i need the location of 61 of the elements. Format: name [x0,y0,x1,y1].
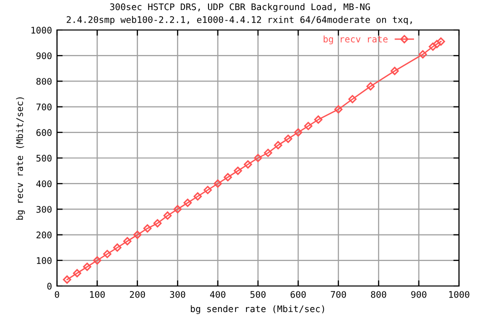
point [234,166,242,175]
x-tick-label: 500 [250,291,266,298]
y-tick-label: 300 [36,206,52,213]
point [163,211,172,220]
x-tick-label: 1000 [449,291,470,298]
point [264,148,272,158]
point [103,250,112,258]
point [153,219,162,228]
y-tick-label: 600 [36,129,52,136]
point [348,94,357,104]
y-tick-label: 1000 [31,26,52,34]
point [284,134,292,143]
point [204,186,212,194]
y-tick-label: 200 [36,232,52,238]
chart-subtitle: 2.4.20smp web100-2.2.1, e1000-4.4.12 rxint 64/64moderate on txq, [66,16,412,25]
legend-label: bg recv rate [324,35,388,44]
point [254,154,262,162]
x-tick-label: 700 [330,291,346,298]
point [62,275,72,284]
point [173,205,182,214]
y-tick-label: 700 [36,104,52,110]
point [366,82,375,90]
x-tick-label: 800 [371,291,386,298]
point [314,115,322,124]
point [93,256,102,265]
point [436,37,446,46]
y-tick-label: 0 [47,282,52,290]
point [143,224,152,233]
point [294,128,302,137]
y-axis-title: bg recv rate (Mbit/sec) [16,97,25,220]
point [214,179,222,188]
x-tick-label: 0 [54,291,60,298]
point [184,198,192,207]
point [244,160,252,169]
point [428,42,437,51]
point [194,192,202,201]
point [274,141,282,150]
x-tick-label: 100 [90,291,105,298]
x-tick-label: 900 [411,291,426,298]
chart-title: 300sec HSTCP DRS, UDP CBR Background Load, MB-NG [110,3,370,12]
y-tick-label: 100 [36,257,52,264]
y-tick-label: 900 [36,52,52,60]
y-tick-label: 400 [36,180,52,188]
point [72,269,82,278]
x-tick-label: 600 [290,291,306,298]
point [133,230,142,239]
x-tick-label: 400 [210,291,226,298]
point [432,40,442,48]
point [390,66,399,76]
x-tick-label: 200 [130,291,145,298]
x-axis-title: bg sender rate (Mbit/sec) [190,305,324,314]
point [83,262,92,271]
point [304,122,312,130]
x-tick-label: 300 [170,291,186,298]
point [418,50,427,58]
y-tick-label: 500 [36,154,52,162]
point [123,237,132,246]
y-tick-label: 800 [36,78,52,85]
point [334,105,343,114]
point [113,243,122,252]
point [224,173,232,182]
